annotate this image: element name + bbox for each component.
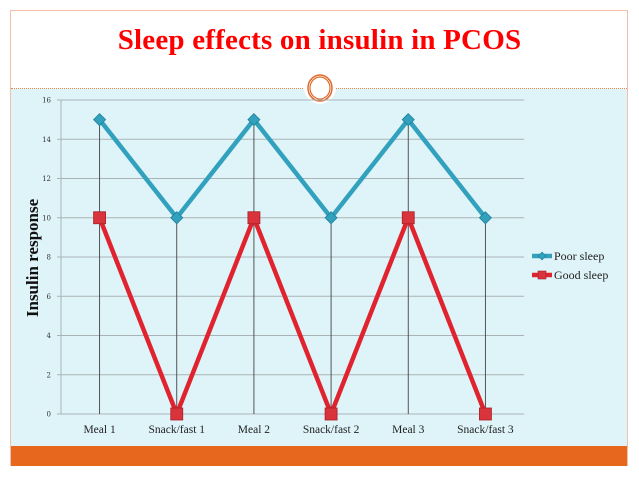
data-point-poor-sleep [478,211,492,225]
legend-item-poor-sleep: Poor sleep [532,249,604,263]
x-tick-labels: Meal 1 Snack/fast 1 Meal 2 Snack/fast 2 Meal… [83,424,513,436]
x-tick-label: Snack/fast 3 [457,424,514,436]
data-point-poor-sleep [247,113,261,127]
x-tick-label: Meal 3 [392,424,425,436]
legend-label: Good sleep [554,268,608,282]
legend: Poor sleep Good sleep [532,249,608,282]
y-tick-label: 0 [47,411,51,419]
x-tick-label: Meal 2 [238,424,271,436]
data-point-good-sleep [247,211,261,225]
category-drop-lines [99,119,486,414]
double-ring-icon [304,72,336,104]
y-tick-label: 4 [47,332,52,340]
legend-label: Poor sleep [554,249,604,263]
series-line-poor-sleep [97,115,488,222]
y-tick-labels: 0 2 4 6 8 10 12 14 16 [42,97,51,419]
x-tick-label: Snack/fast 1 [148,424,205,436]
x-tick-label: Snack/fast 2 [303,424,360,436]
data-point-good-sleep [93,211,106,225]
y-tick-label: 12 [42,175,51,183]
data-point-poor-sleep [93,113,107,127]
data-point-poor-sleep [170,211,184,225]
y-tick-label: 6 [47,293,52,301]
y-axis-label: Insulin response [23,198,42,317]
legend-marker-square [537,270,547,280]
slide-footer-bar [11,446,627,466]
y-tick-label: 10 [42,214,51,222]
data-point-good-sleep [170,407,184,421]
slide-title: Sleep effects on insulin in PCOS [117,24,522,56]
data-point-good-sleep [401,211,415,225]
y-tick-label: 14 [42,136,51,144]
y-tick-label: 2 [47,371,51,379]
series-lines [97,115,488,421]
y-tick-label: 16 [42,97,51,105]
x-tick-label: Meal 1 [83,424,116,436]
data-point-poor-sleep [324,211,338,225]
legend-marker-diamond [537,251,547,261]
series-markers [93,113,492,421]
legend-item-good-sleep: Good sleep [532,268,608,282]
data-point-poor-sleep [401,113,415,127]
data-point-good-sleep [479,407,492,421]
grid-lines [57,99,524,415]
series-line-good-sleep [97,211,488,421]
data-point-good-sleep [324,407,338,421]
y-tick-label: 8 [47,254,51,262]
